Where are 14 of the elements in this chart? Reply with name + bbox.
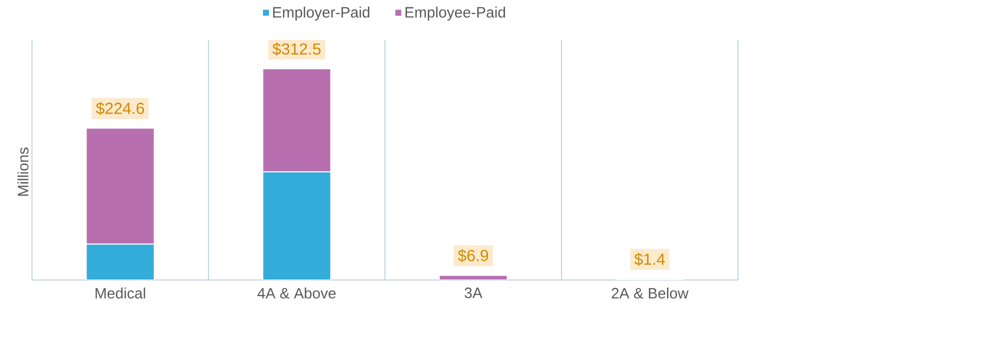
annotation: $224.6 xyxy=(96,102,144,115)
legend-label: Employee-Paid xyxy=(406,6,506,21)
x-tick-label: 4A & Above xyxy=(257,288,336,299)
x-tick-label: Medical xyxy=(96,288,146,299)
annotation: $1.4 xyxy=(634,252,665,266)
x-tick-label: 3A xyxy=(464,288,482,298)
bar xyxy=(438,274,508,280)
bar xyxy=(86,244,155,280)
y-axis-title: Millions xyxy=(17,148,28,196)
annotation: $6.9 xyxy=(458,249,488,262)
legend-label: Employer-Paid xyxy=(273,6,370,21)
bar xyxy=(262,171,332,280)
annotation: $312.5 xyxy=(272,42,321,56)
x-tick-label: 2A & Below xyxy=(612,288,689,299)
